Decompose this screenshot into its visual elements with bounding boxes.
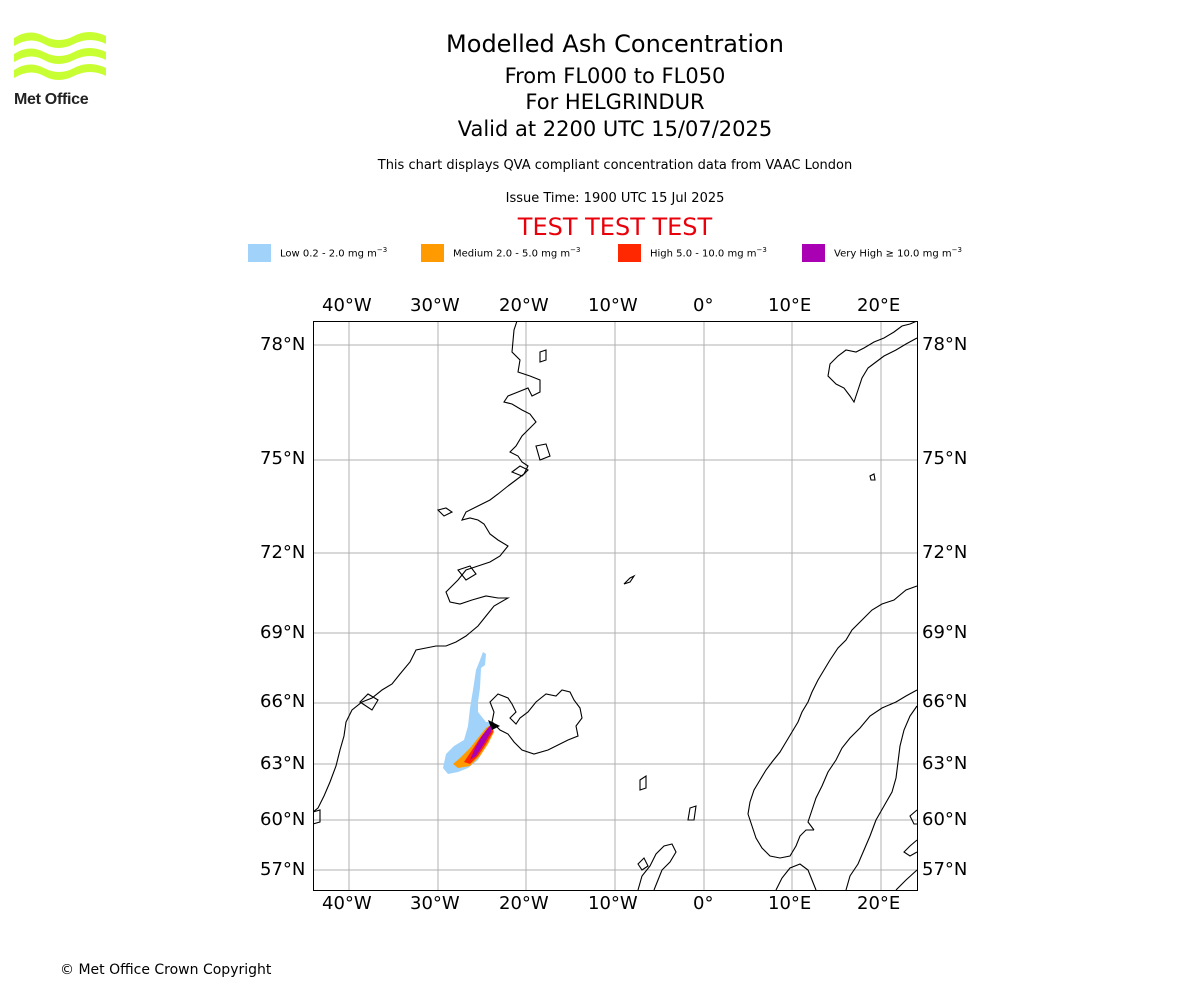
scotland-coast	[637, 843, 677, 891]
legend-swatch-low	[248, 244, 271, 262]
lon-tick-bottom: 10°W	[588, 893, 638, 914]
map-frame	[313, 321, 918, 891]
norway-coast	[747, 585, 918, 859]
legend-swatch-medium	[421, 244, 444, 262]
copyright: © Met Office Crown Copyright	[60, 962, 272, 978]
flight-level-range: From FL000 to FL050	[504, 64, 726, 88]
lat-tick-right: 69°N	[922, 622, 968, 643]
faroes-coast	[639, 774, 647, 791]
lat-tick-left: 72°N	[260, 542, 306, 563]
legend-label-low: Low 0.2 - 2.0 mg m−3	[280, 246, 388, 260]
disclaimer: This chart displays QVA compliant concen…	[377, 158, 853, 173]
legend-swatch-high	[618, 244, 641, 262]
issue-time: Issue Time: 1900 UTC 15 Jul 2025	[505, 191, 725, 206]
iceland-coast	[489, 689, 583, 755]
lon-tick-bottom: 20°W	[499, 893, 549, 914]
lat-tick-right: 60°N	[922, 809, 968, 830]
ash-very-high	[470, 724, 492, 760]
lon-tick-top: 10°E	[768, 295, 812, 316]
sweden-coast	[807, 689, 918, 831]
lat-tick-left: 75°N	[260, 448, 306, 469]
lon-tick-bottom: 10°E	[768, 893, 812, 914]
legend-item-very-high: Very High ≥ 10.0 mg m−3	[802, 244, 962, 262]
ash-plume	[443, 652, 494, 774]
lat-tick-right: 75°N	[922, 448, 968, 469]
met-office-logo	[14, 30, 106, 94]
test-banner: TEST TEST TEST	[517, 213, 713, 241]
legend-item-low: Low 0.2 - 2.0 mg m−3	[248, 244, 387, 262]
lat-tick-left: 78°N	[260, 334, 306, 355]
lat-tick-left: 69°N	[260, 622, 306, 643]
coastlines	[313, 321, 918, 891]
lon-tick-bottom: 30°W	[410, 893, 460, 914]
ash-map	[313, 321, 918, 891]
legend-item-high: High 5.0 - 10.0 mg m−3	[618, 244, 767, 262]
lat-tick-right: 66°N	[922, 691, 968, 712]
lon-tick-top: 0°	[693, 295, 714, 316]
lat-tick-right: 78°N	[922, 334, 968, 355]
volcano-marker	[488, 720, 500, 730]
legend-label-very-high: Very High ≥ 10.0 mg m−3	[834, 246, 962, 260]
chart-title: Modelled Ash Concentration	[446, 30, 784, 58]
jan-mayen-coast	[623, 574, 636, 585]
lon-tick-top: 20°E	[857, 295, 901, 316]
lon-tick-bottom: 20°E	[857, 893, 901, 914]
greenland-coast	[313, 321, 541, 813]
lat-tick-right: 72°N	[922, 542, 968, 563]
legend-swatch-very-high	[802, 244, 825, 262]
lon-tick-top: 20°W	[499, 295, 549, 316]
map-gridlines	[313, 321, 917, 890]
legend-label-high: High 5.0 - 10.0 mg m−3	[650, 246, 767, 260]
lat-tick-left: 66°N	[260, 691, 306, 712]
lat-tick-left: 57°N	[260, 859, 306, 880]
svalbard-coast	[827, 321, 918, 404]
lon-tick-top: 40°W	[322, 295, 372, 316]
lat-tick-right: 57°N	[922, 859, 968, 880]
met-office-logo-text: Met Office	[14, 91, 89, 108]
lon-tick-top: 30°W	[410, 295, 460, 316]
lon-tick-top: 10°W	[588, 295, 638, 316]
lat-tick-right: 63°N	[922, 753, 968, 774]
lon-tick-bottom: 40°W	[322, 893, 372, 914]
lat-tick-left: 63°N	[260, 753, 306, 774]
met-office-waves-icon	[14, 32, 106, 80]
legend-label-medium: Medium 2.0 - 5.0 mg m−3	[453, 246, 581, 260]
valid-time: Valid at 2200 UTC 15/07/2025	[457, 117, 773, 141]
volcano-name: For HELGRINDUR	[525, 90, 705, 114]
lat-tick-left: 60°N	[260, 809, 306, 830]
legend-item-medium: Medium 2.0 - 5.0 mg m−3	[421, 244, 580, 262]
lon-tick-bottom: 0°	[693, 893, 714, 914]
